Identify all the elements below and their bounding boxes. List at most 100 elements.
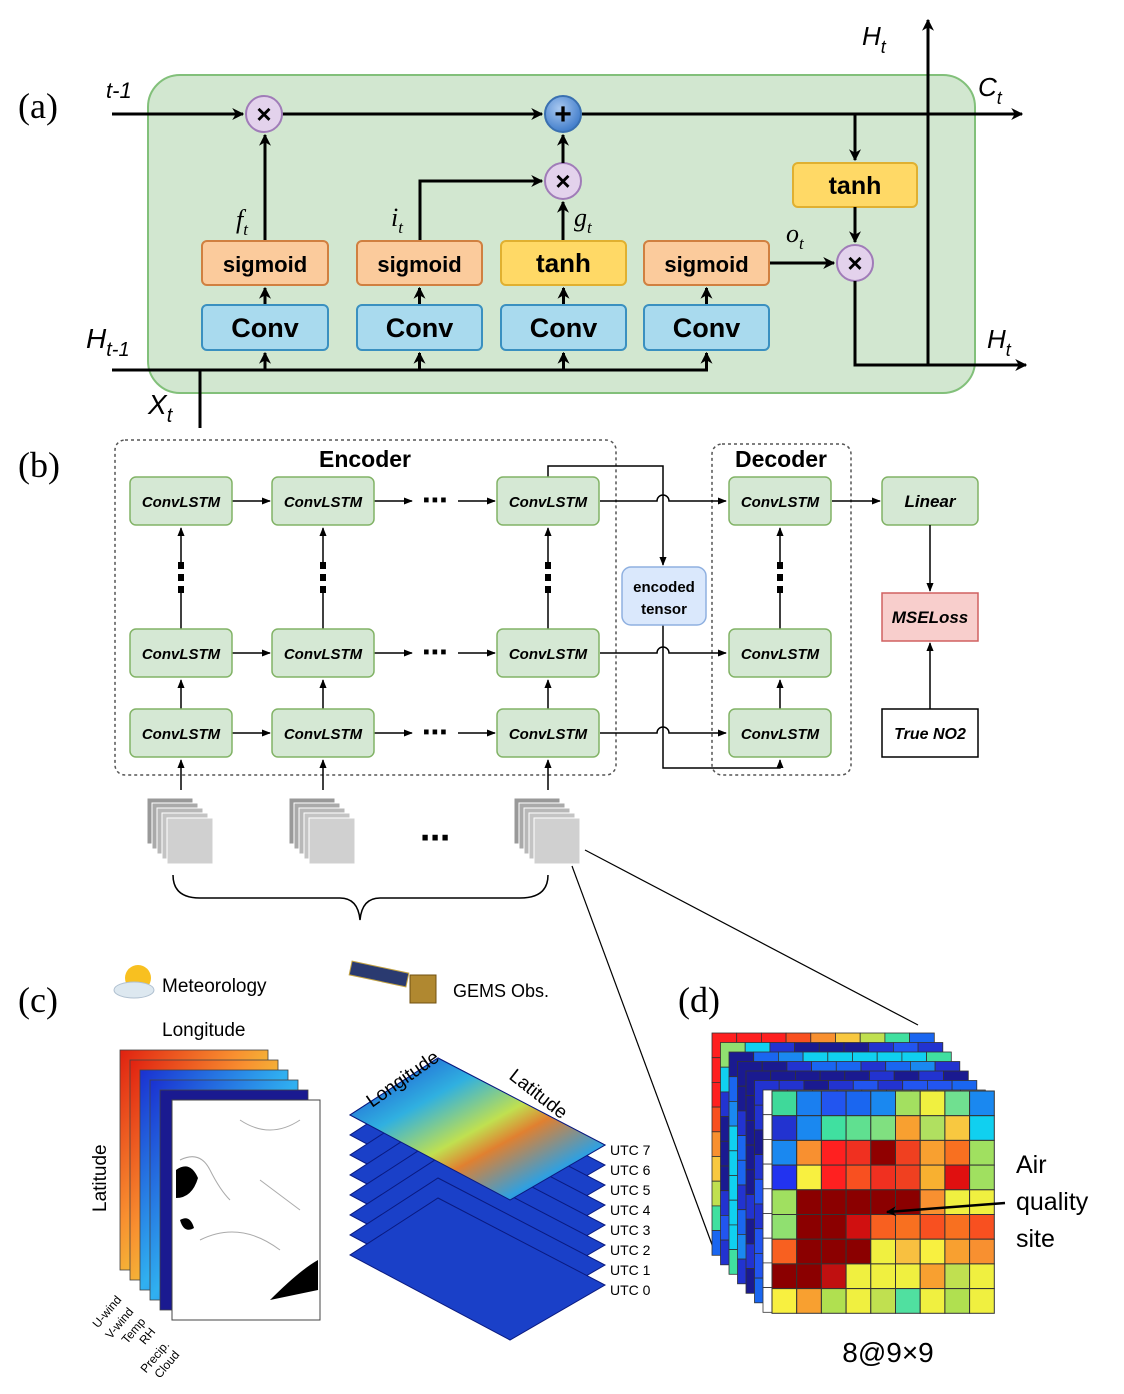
grid-cell bbox=[820, 1090, 847, 1117]
grid-cell bbox=[870, 1115, 896, 1141]
utc-label: UTC 2 bbox=[610, 1242, 651, 1258]
grid-cell bbox=[845, 1115, 872, 1141]
grid-cell bbox=[820, 1189, 847, 1216]
multiply-icon: × bbox=[847, 248, 862, 278]
h-top-label: Ht bbox=[862, 21, 887, 57]
gems-layer-top bbox=[349, 1057, 607, 1201]
site-label: site bbox=[1016, 1225, 1055, 1253]
grid-cell bbox=[845, 1164, 872, 1191]
true-no2-box bbox=[881, 708, 979, 758]
cloud-map bbox=[171, 1099, 321, 1321]
grid-cell bbox=[919, 1090, 946, 1117]
convlstm-label: ConvLSTM bbox=[142, 494, 221, 511]
grid-cell bbox=[919, 1189, 946, 1216]
grid-cell bbox=[870, 1139, 896, 1166]
encoder-title: Encoder bbox=[319, 446, 411, 472]
grid-cell bbox=[919, 1115, 946, 1141]
convlstm-label: ConvLSTM bbox=[284, 646, 363, 663]
meteorology-label: Meteorology bbox=[162, 976, 267, 997]
utc-label: UTC 5 bbox=[610, 1182, 651, 1198]
grid-cell bbox=[969, 1189, 995, 1216]
grid-cell bbox=[796, 1238, 822, 1265]
grid-cell bbox=[944, 1090, 971, 1117]
grid-cell bbox=[870, 1090, 896, 1117]
grid-cell bbox=[895, 1164, 921, 1191]
gate-symbol-label: ft bbox=[236, 205, 249, 239]
ellipsis-vertical bbox=[320, 574, 326, 581]
input-frame-stack bbox=[146, 797, 214, 865]
air-label: Air bbox=[1016, 1151, 1047, 1179]
grid-cell bbox=[944, 1189, 971, 1216]
grid-cell bbox=[944, 1164, 971, 1191]
convlstm-cell bbox=[496, 708, 600, 758]
grid-cell bbox=[944, 1115, 971, 1141]
convlstm-label: ConvLSTM bbox=[741, 726, 820, 743]
grid-cell bbox=[771, 1189, 798, 1216]
gems-stack bbox=[349, 1057, 607, 1341]
grid-cell bbox=[845, 1214, 872, 1240]
conv-box bbox=[500, 304, 627, 351]
convlstm-cell bbox=[271, 476, 375, 526]
ellipsis-vertical bbox=[320, 586, 326, 593]
convlstm-label: ConvLSTM bbox=[509, 494, 588, 511]
h-out-label: Ht bbox=[987, 324, 1012, 360]
utc-label: UTC 0 bbox=[610, 1282, 651, 1298]
grid-cell bbox=[895, 1214, 921, 1240]
grid-cell bbox=[845, 1189, 872, 1216]
grid-cell bbox=[796, 1139, 822, 1166]
encoder-box bbox=[114, 439, 617, 776]
grid-cell bbox=[771, 1115, 798, 1141]
grid-cell bbox=[870, 1288, 896, 1314]
convlstm-label: ConvLSTM bbox=[509, 646, 588, 663]
ellipsis-horizontal: ⋯ bbox=[422, 485, 448, 515]
grid-cell bbox=[796, 1263, 822, 1290]
conv-label: Conv bbox=[673, 313, 741, 343]
ellipsis-vertical bbox=[545, 586, 551, 593]
gate-activation-label: sigmoid bbox=[664, 252, 748, 277]
input-brace bbox=[172, 874, 549, 921]
grid-cell bbox=[944, 1139, 971, 1166]
gate-activation-label: sigmoid bbox=[377, 252, 461, 277]
grid-cell bbox=[919, 1263, 946, 1290]
grid-cell bbox=[895, 1115, 921, 1141]
gate-tanh-box bbox=[500, 240, 627, 286]
panel-d-label: (d) bbox=[678, 980, 720, 1020]
grid-cell bbox=[870, 1263, 896, 1290]
grid-cell bbox=[944, 1263, 971, 1290]
ellipsis-vertical bbox=[178, 586, 184, 593]
utc-label: UTC 6 bbox=[610, 1162, 651, 1178]
conv-box bbox=[201, 304, 329, 351]
panel-d: (d) Air quality site 8@9×9 bbox=[678, 980, 1089, 1368]
convlstm-cell bbox=[129, 628, 233, 678]
linear-label: Linear bbox=[904, 492, 956, 511]
convlstm-label: ConvLSTM bbox=[142, 646, 221, 663]
convlstm-cell bbox=[728, 628, 832, 678]
grid-cell bbox=[771, 1288, 798, 1314]
convlstm-label: ConvLSTM bbox=[142, 726, 221, 743]
input-frame-stack bbox=[513, 797, 581, 865]
grid-cell bbox=[771, 1263, 798, 1290]
grid-cell bbox=[944, 1288, 971, 1314]
grid-cell bbox=[895, 1263, 921, 1290]
ellipsis-vertical bbox=[777, 562, 783, 569]
grid-cell bbox=[845, 1288, 872, 1314]
convlstm-cell bbox=[728, 476, 832, 526]
grid-cell bbox=[919, 1164, 946, 1191]
ellipsis-vertical bbox=[320, 562, 326, 569]
grid-cell bbox=[895, 1238, 921, 1265]
grid-cell bbox=[969, 1238, 995, 1265]
grid-cell bbox=[796, 1164, 822, 1191]
x-input-label: Xt bbox=[147, 389, 174, 427]
utc-label: UTC 3 bbox=[610, 1222, 651, 1238]
convlstm-label: ConvLSTM bbox=[741, 494, 820, 511]
conv-label: Conv bbox=[386, 313, 454, 343]
mseloss-box bbox=[881, 592, 979, 642]
panel-b: (b) Encoder Decoder ⋯ ⋯ ⋯ ConvLSTM ConvLSTM… bbox=[18, 439, 979, 1251]
grid-cell bbox=[919, 1238, 946, 1265]
convlstm-cell bbox=[728, 708, 832, 758]
ellipsis-vertical bbox=[777, 574, 783, 581]
gems-label: GEMS Obs. bbox=[453, 981, 549, 1001]
gate-symbol-label: gt bbox=[574, 203, 593, 237]
decoder-box bbox=[711, 443, 852, 776]
